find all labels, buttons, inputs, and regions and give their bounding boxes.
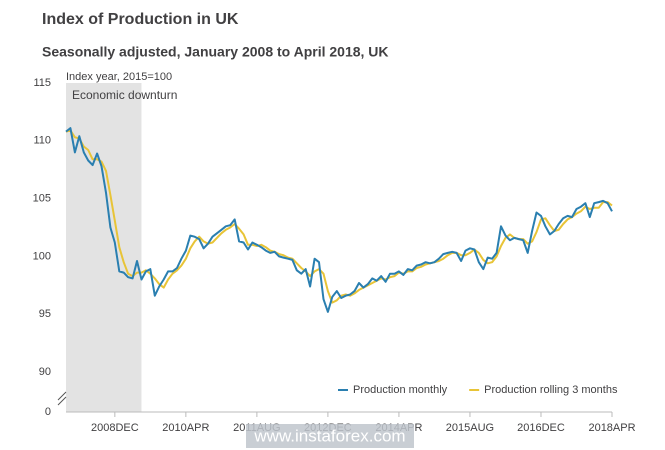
- y-tick-label: 115: [33, 77, 51, 89]
- chart-subtitle: Seasonally adjusted, January 2008 to Apr…: [42, 44, 389, 60]
- shade-region: [66, 83, 142, 412]
- series-line: [65, 127, 613, 313]
- y-axis-label: Index year, 2015=100: [66, 71, 172, 83]
- x-tick-label: 2008DEC: [91, 422, 139, 434]
- shade-label: Economic downturn: [72, 88, 177, 102]
- x-tick-label: 2010APR: [162, 422, 209, 434]
- y-tick-label: 100: [33, 250, 51, 262]
- y-tick-label: 105: [33, 193, 51, 205]
- x-tick-label: 2015AUG: [446, 422, 494, 434]
- x-tick-label: 2018APR: [588, 422, 635, 434]
- legend-label: Production monthly: [353, 384, 448, 396]
- y-tick-label: 95: [39, 308, 51, 320]
- y-tick-label: 0: [45, 406, 51, 418]
- watermark-bg: [246, 424, 414, 448]
- series-line: [65, 129, 613, 304]
- watermark: www.instaforex.com: [253, 426, 405, 445]
- axis-break: [57, 391, 67, 406]
- chart-title: Index of Production in UK: [42, 11, 239, 28]
- legend-label: Production rolling 3 months: [484, 384, 618, 396]
- x-tick-label: 2016DEC: [517, 422, 565, 434]
- y-tick-label: 90: [39, 366, 51, 378]
- y-tick-label: 110: [33, 135, 51, 147]
